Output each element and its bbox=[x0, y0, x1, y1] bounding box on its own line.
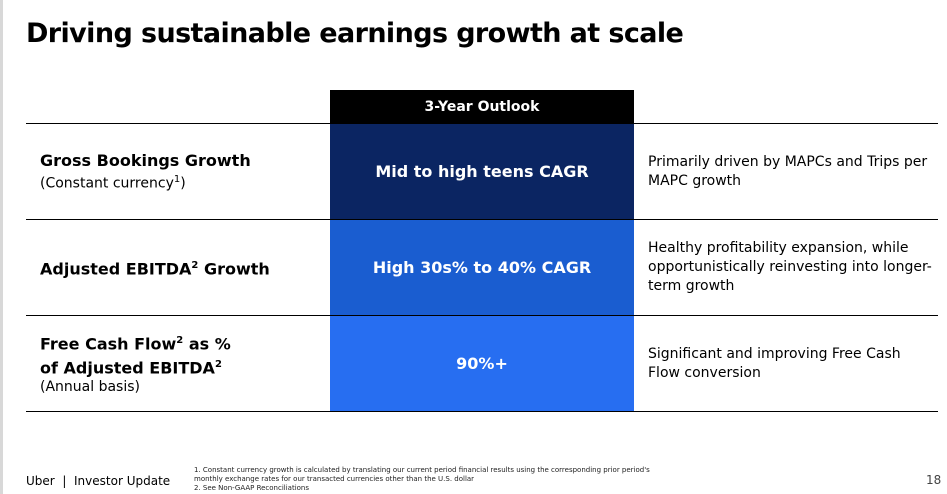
page-title: Driving sustainable earnings growth at s… bbox=[26, 18, 684, 49]
row-description: Primarily driven by MAPCs and Trips per … bbox=[648, 153, 928, 189]
outlook-cell: 90%+ bbox=[330, 316, 634, 411]
footnote-2: 2. See Non-GAAP Reconciliations bbox=[194, 484, 310, 492]
row-title-line2: of Adjusted EBITDA2 bbox=[40, 355, 330, 378]
title-text: of Adjusted EBITDA bbox=[40, 357, 215, 377]
footnote-ref: 2 bbox=[191, 259, 199, 271]
divider bbox=[26, 411, 938, 412]
row-description: Healthy profitability expansion, while o… bbox=[648, 240, 932, 294]
row-title: Adjusted EBITDA2 Growth bbox=[40, 256, 330, 279]
title-end: Growth bbox=[198, 259, 270, 279]
table-row: Adjusted EBITDA2 Growth High 30s% to 40%… bbox=[26, 220, 938, 315]
divider bbox=[26, 219, 938, 220]
row-label: Free Cash Flow2 as % of Adjusted EBITDA2… bbox=[40, 316, 330, 411]
title-end: as % bbox=[183, 334, 231, 354]
footer-brand: Uber | Investor Update bbox=[26, 474, 171, 488]
row-label: Adjusted EBITDA2 Growth bbox=[40, 220, 330, 315]
title-text: Free Cash Flow bbox=[40, 334, 177, 354]
row-subtitle: (Annual basis) bbox=[40, 378, 140, 395]
page-number: 18 bbox=[926, 473, 942, 487]
row-title-line1: Free Cash Flow2 as % bbox=[40, 331, 330, 354]
row-description: Significant and improving Free Cash Flow… bbox=[648, 345, 901, 381]
title-text: Adjusted EBITDA bbox=[40, 259, 192, 279]
footnote-ref: 1 bbox=[173, 173, 181, 185]
table-row: Free Cash Flow2 as % of Adjusted EBITDA2… bbox=[26, 316, 938, 411]
footnote-1: 1. Constant currency growth is calculate… bbox=[194, 466, 650, 483]
subtitle-end: ) bbox=[180, 175, 186, 192]
outlook-cell: Mid to high teens CAGR bbox=[330, 124, 634, 219]
divider bbox=[26, 123, 938, 124]
footnote-ref: 2 bbox=[176, 335, 184, 347]
subtitle-text: (Constant currency bbox=[40, 175, 174, 192]
footnotes: 1. Constant currency growth is calculate… bbox=[194, 466, 674, 493]
outlook-header: 3-Year Outlook bbox=[330, 90, 634, 124]
left-edge bbox=[0, 0, 3, 494]
row-title: Gross Bookings Growth bbox=[40, 150, 251, 170]
row-label: Gross Bookings Growth (Constant currency… bbox=[40, 124, 330, 219]
footnote-ref: 2 bbox=[214, 358, 222, 370]
divider bbox=[26, 315, 938, 316]
table-row: Gross Bookings Growth (Constant currency… bbox=[26, 124, 938, 219]
outlook-cell: High 30s% to 40% CAGR bbox=[330, 220, 634, 315]
row-subtitle: (Constant currency1) bbox=[40, 171, 330, 193]
